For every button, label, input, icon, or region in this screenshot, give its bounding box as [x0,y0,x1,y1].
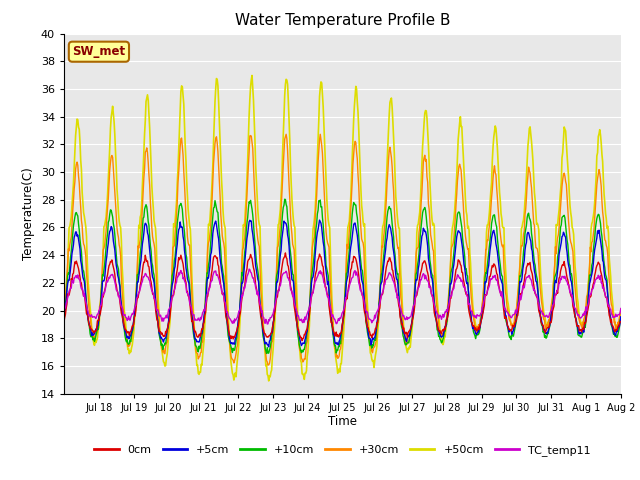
Y-axis label: Temperature(C): Temperature(C) [22,167,35,260]
Legend: 0cm, +5cm, +10cm, +30cm, +50cm, TC_temp11: 0cm, +5cm, +10cm, +30cm, +50cm, TC_temp1… [90,440,595,460]
Title: Water Temperature Profile B: Water Temperature Profile B [235,13,450,28]
Text: SW_met: SW_met [72,45,125,58]
X-axis label: Time: Time [328,415,357,429]
